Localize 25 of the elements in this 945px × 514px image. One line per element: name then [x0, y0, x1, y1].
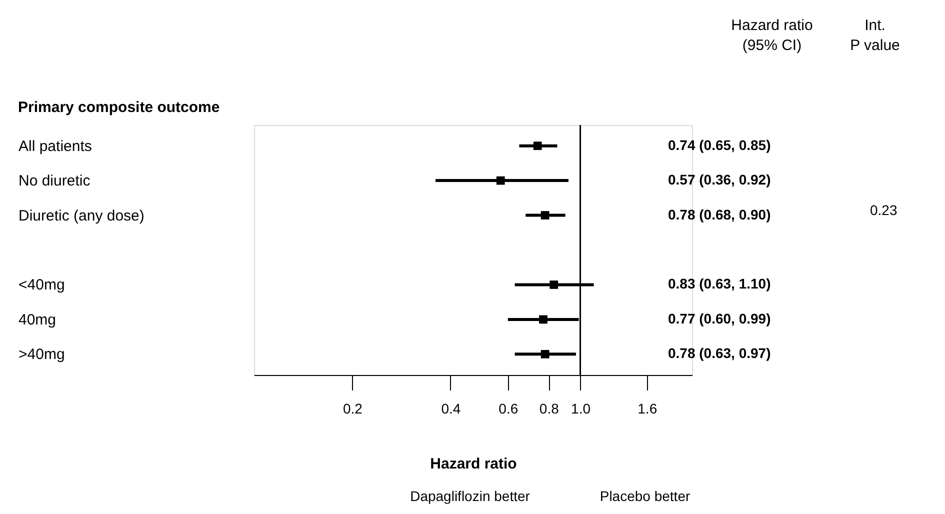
y-tick-label: <40mg — [18, 276, 65, 294]
text: Dapagliflozin better — [410, 488, 530, 504]
y-tick-label: >40mg — [18, 346, 65, 364]
y-tick-label: 40mg — [18, 311, 56, 328]
y-tick-label: No diuretic — [18, 172, 91, 190]
text: Hazard ratio (95% CI) — [731, 17, 813, 54]
text: 0.23 — [870, 202, 898, 218]
x-tick-label: 0.6 — [498, 400, 518, 416]
x-tick-label: 0.4 — [441, 400, 461, 416]
x-tick-label: 0.8 — [539, 400, 560, 416]
data-label: 0.78 (0.68, 0.90) — [668, 206, 771, 222]
x-axis-title: Hazard ratio — [430, 456, 517, 472]
text: Int. P value — [850, 17, 900, 54]
data-label: 0.77 (0.60, 0.99) — [668, 310, 771, 326]
text: Primary composite outcome — [18, 99, 220, 116]
x-tick-label: 1.0 — [571, 400, 591, 416]
y-tick-label: Diuretic (any dose) — [18, 207, 144, 224]
x-tick-label: 1.6 — [638, 400, 658, 416]
x-tick-label: 0.2 — [342, 400, 363, 416]
data-label: 0.74 (0.65, 0.85) — [668, 136, 771, 153]
data-label: 0.83 (0.63, 1.10) — [668, 276, 771, 292]
data-label: 0.78 (0.63, 0.97) — [668, 345, 771, 362]
y-tick-label: All patients — [18, 138, 92, 155]
text: Placebo better — [600, 488, 690, 504]
data-label: 0.57 (0.36, 0.92) — [668, 172, 771, 188]
